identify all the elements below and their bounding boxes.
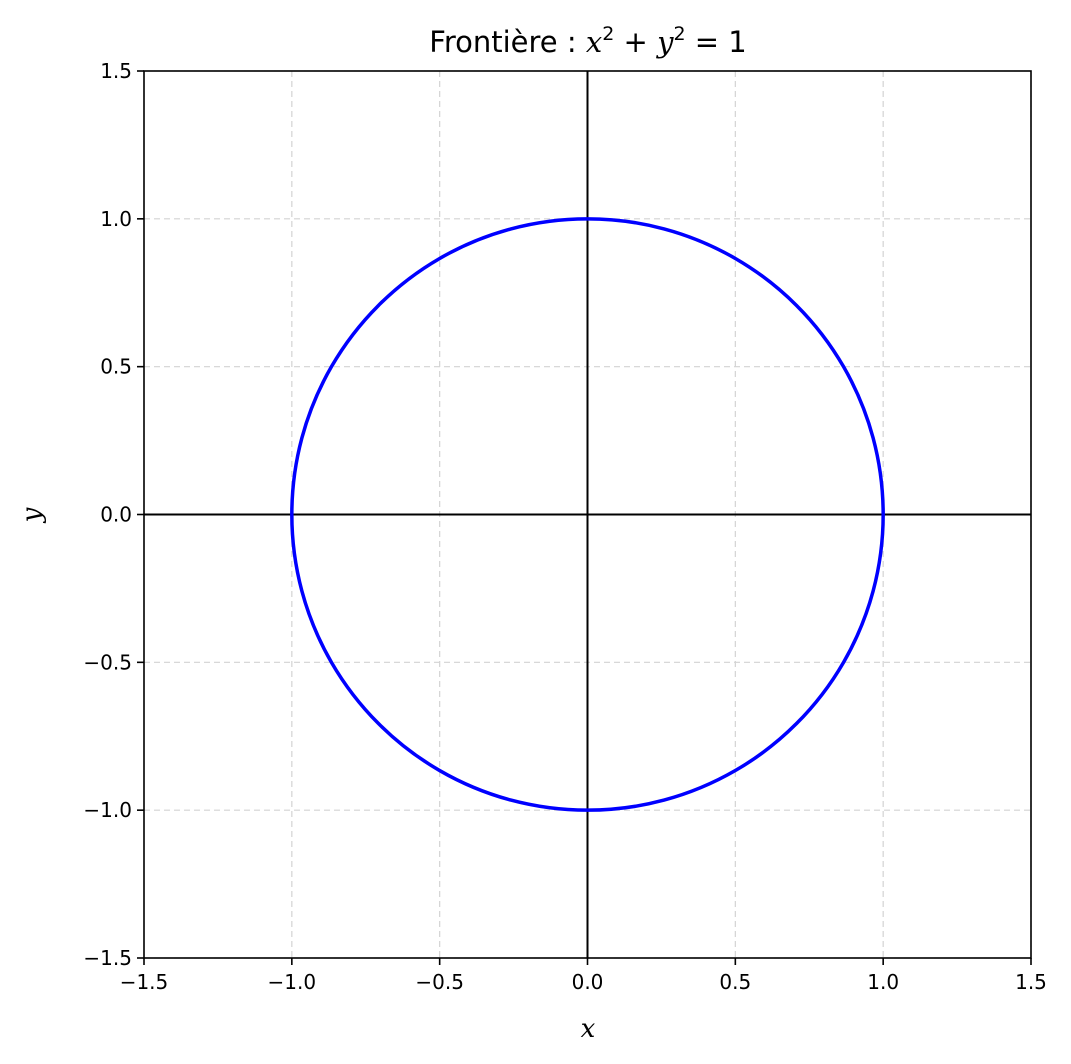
y-tick-label: 1.0 <box>100 207 132 231</box>
series-layer <box>290 217 885 812</box>
chart-title-var-y: y <box>655 25 674 59</box>
chart-title-var-x: x <box>586 25 602 59</box>
x-tick-label: 0.0 <box>572 970 604 994</box>
x-tick-label: −1.0 <box>268 970 317 994</box>
circle-boundary-curve <box>290 217 885 812</box>
y-tick-label: 1.5 <box>100 59 132 83</box>
chart-title-equals: = 1 <box>686 25 747 59</box>
x-tick-label: −1.5 <box>120 970 169 994</box>
y-tick-label: −1.5 <box>83 946 132 970</box>
chart-title: Frontière : x2 + y2 = 1 <box>429 23 746 59</box>
chart-title-plus: + <box>614 25 657 59</box>
y-tick-label: 0.0 <box>100 503 132 527</box>
y-tick-label: −0.5 <box>83 650 132 674</box>
x-axis-label: x <box>581 1014 596 1044</box>
x-tick-label: −0.5 <box>415 970 464 994</box>
chart-title-prefix: Frontière : <box>429 25 586 59</box>
chart-title-exp-y: 2 <box>673 23 685 45</box>
y-tick-label: −1.0 <box>83 798 132 822</box>
y-tick-label: 0.5 <box>100 355 132 379</box>
x-tick-label: 1.0 <box>867 970 899 994</box>
reference-lines <box>144 71 1031 958</box>
chart-title-exp-x: 2 <box>602 23 614 45</box>
x-tick-label: 0.5 <box>719 970 751 994</box>
x-tick-label: 1.5 <box>1015 970 1047 994</box>
y-axis-label: y <box>17 507 47 523</box>
ticks: −1.5 −1.0 −0.5 0.0 0.5 1.0 1.5 −1.5 −1.0 −0.5 0.0 0… <box>83 59 1046 994</box>
